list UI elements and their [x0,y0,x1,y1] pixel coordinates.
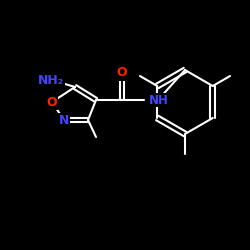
Text: N: N [59,114,69,126]
Text: NH₂: NH₂ [38,74,64,88]
Text: O: O [47,96,57,108]
Text: NH: NH [149,94,169,106]
Text: O: O [117,66,127,80]
